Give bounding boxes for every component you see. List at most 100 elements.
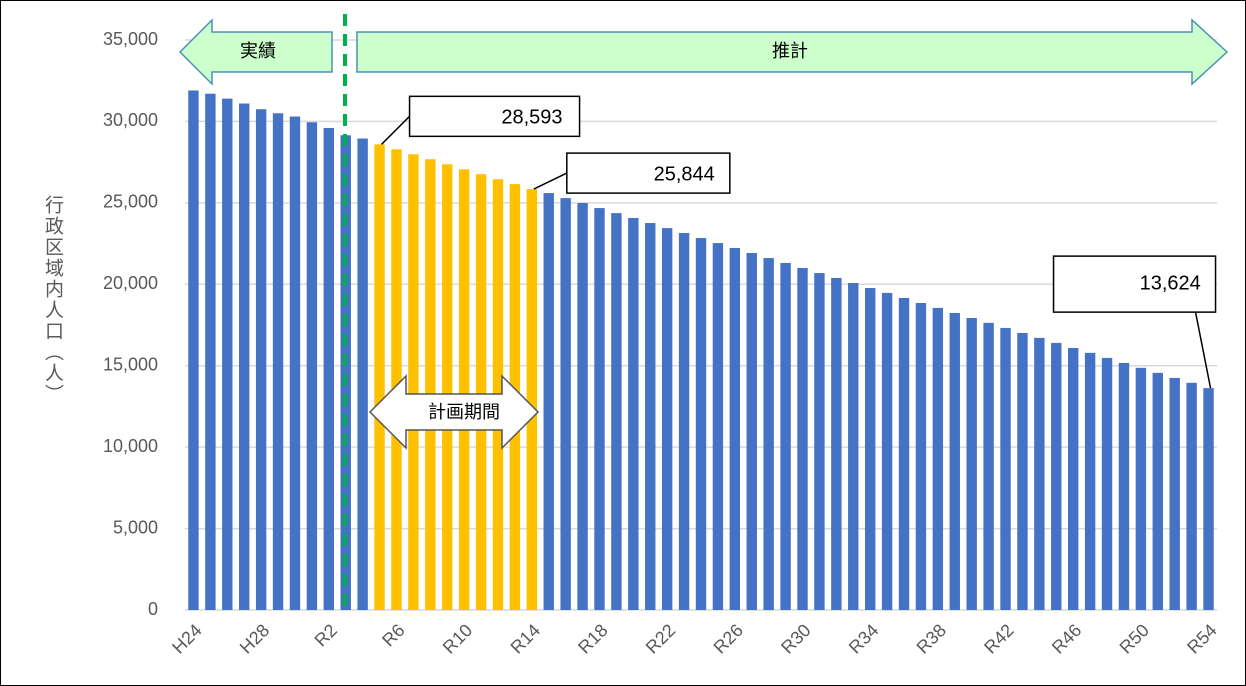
y-tick-label: 0 (148, 599, 158, 619)
bar (306, 122, 318, 610)
bar (1034, 337, 1045, 610)
x-tick-label: R22 (642, 620, 679, 657)
plan-period-arrow (368, 374, 540, 450)
data-label: 28,593 (501, 107, 562, 129)
bar (780, 262, 791, 610)
bar (425, 159, 436, 610)
bar (1169, 377, 1180, 610)
x-tick-label: R18 (574, 620, 611, 657)
bar (577, 203, 588, 610)
leader-line (381, 115, 411, 145)
bar (475, 174, 487, 611)
bar (746, 253, 757, 610)
bar (932, 307, 944, 610)
leader-line (1194, 311, 1212, 389)
bar (188, 90, 199, 610)
bar (678, 232, 690, 610)
bar (543, 193, 554, 611)
label-box (408, 95, 581, 138)
bar (898, 297, 910, 610)
bar (848, 282, 859, 610)
plan-period-label: 計画期間 (428, 402, 500, 422)
bar (831, 277, 842, 610)
x-tick-label: H28 (236, 620, 273, 657)
bar (729, 247, 741, 610)
x-tick-label: R38 (913, 620, 950, 657)
bar (357, 138, 368, 610)
x-tick-label: R42 (980, 620, 1017, 657)
bar (289, 116, 301, 611)
bar (1017, 332, 1028, 610)
label-box (566, 152, 731, 194)
bar (391, 149, 402, 610)
bar (881, 292, 893, 610)
bar (814, 273, 825, 610)
bar (763, 258, 774, 610)
y-tick-label: 15,000 (103, 354, 158, 374)
x-tick-label: R2 (311, 620, 341, 650)
actual-label: 実績 (240, 41, 276, 61)
bar (864, 288, 876, 610)
x-tick-label: R50 (1116, 620, 1153, 657)
bar (1051, 342, 1062, 610)
y-tick-label: 35,000 (103, 29, 158, 49)
bar (1084, 352, 1096, 610)
y-tick-label: 10,000 (103, 436, 158, 456)
bars (188, 90, 1214, 611)
x-tick-label: R14 (507, 620, 544, 657)
x-tick-label: R34 (845, 620, 882, 657)
bar (526, 189, 538, 610)
x-tick-label: R54 (1183, 620, 1220, 657)
bar (408, 154, 419, 610)
bar (949, 312, 960, 610)
bar (239, 103, 250, 610)
x-tick-label: R26 (710, 620, 747, 657)
y-tick-label: 5,000 (113, 517, 158, 537)
bar (1067, 347, 1079, 610)
x-tick-label: R30 (777, 620, 814, 657)
bar (340, 135, 351, 610)
bar (1135, 367, 1147, 610)
bar (661, 228, 673, 610)
bar (983, 322, 994, 610)
bar (1118, 362, 1130, 610)
y-tick-label: 20,000 (103, 273, 158, 293)
forecast-label: 推計 (772, 41, 808, 61)
y-tick-label: 25,000 (103, 192, 158, 212)
bar (560, 198, 571, 611)
bar (628, 218, 639, 610)
bar (323, 127, 335, 610)
bar (1000, 327, 1011, 610)
bar (1152, 372, 1163, 610)
bar (1203, 388, 1214, 610)
bar (797, 268, 808, 610)
leader-line (533, 172, 568, 190)
bar (272, 113, 284, 611)
bar (915, 303, 927, 610)
forecast-arrow (356, 18, 1229, 86)
bar (1101, 357, 1113, 610)
actual-arrow (178, 18, 333, 86)
bar (611, 213, 622, 611)
x-tick-label: R6 (378, 620, 408, 650)
x-tick-label: H24 (168, 620, 205, 657)
bar (374, 144, 385, 610)
bar (695, 238, 707, 610)
bar (222, 98, 233, 610)
bar (966, 317, 977, 610)
x-tick-label: R10 (439, 620, 476, 657)
bar (712, 243, 724, 610)
label-box (1052, 255, 1217, 313)
bar (645, 223, 656, 610)
bar (255, 109, 267, 610)
data-labels: 28,593 25,844 13,624 (381, 95, 1217, 389)
y-tick-label: 30,000 (103, 110, 158, 130)
bar (594, 208, 605, 610)
y-axis-label: 行政区域内人口（人） (42, 195, 64, 405)
x-tick-label: R46 (1048, 620, 1085, 657)
bar (205, 93, 216, 610)
data-label: 25,844 (654, 163, 715, 185)
bar (1186, 382, 1197, 610)
